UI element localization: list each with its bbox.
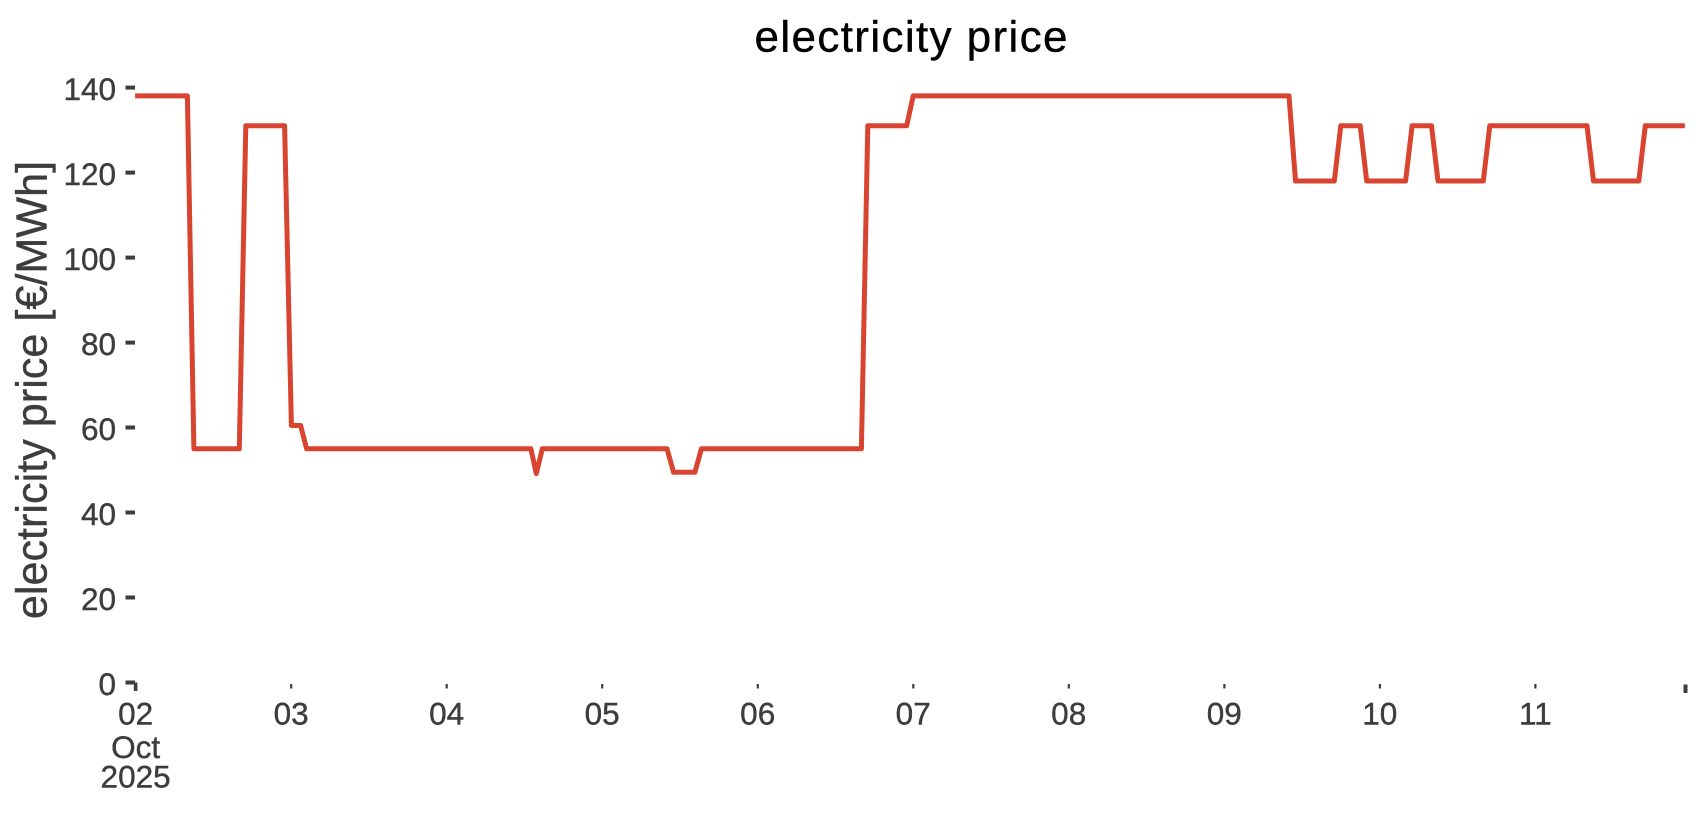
svg-text:04: 04	[429, 696, 464, 732]
svg-text:40: 40	[81, 496, 116, 532]
svg-text:2025: 2025	[101, 758, 171, 794]
svg-text:140: 140	[63, 71, 116, 107]
svg-text:60: 60	[81, 411, 116, 447]
svg-text:08: 08	[1051, 696, 1086, 732]
svg-text:09: 09	[1207, 696, 1242, 732]
svg-text:Oct: Oct	[111, 729, 160, 765]
svg-text:03: 03	[274, 696, 309, 732]
svg-text:0: 0	[98, 666, 116, 702]
svg-text:electricity price [€/MWh]: electricity price [€/MWh]	[8, 161, 56, 619]
svg-text:80: 80	[81, 326, 116, 362]
svg-text:06: 06	[740, 696, 775, 732]
svg-text:120: 120	[63, 156, 116, 192]
svg-text:11: 11	[1519, 696, 1552, 732]
svg-text:07: 07	[896, 696, 931, 732]
svg-text:electricity price: electricity price	[754, 13, 1068, 62]
svg-text:10: 10	[1362, 696, 1397, 732]
svg-text:100: 100	[63, 241, 116, 277]
svg-text:02: 02	[118, 696, 153, 732]
svg-text:20: 20	[81, 581, 116, 617]
svg-text:05: 05	[585, 696, 620, 732]
